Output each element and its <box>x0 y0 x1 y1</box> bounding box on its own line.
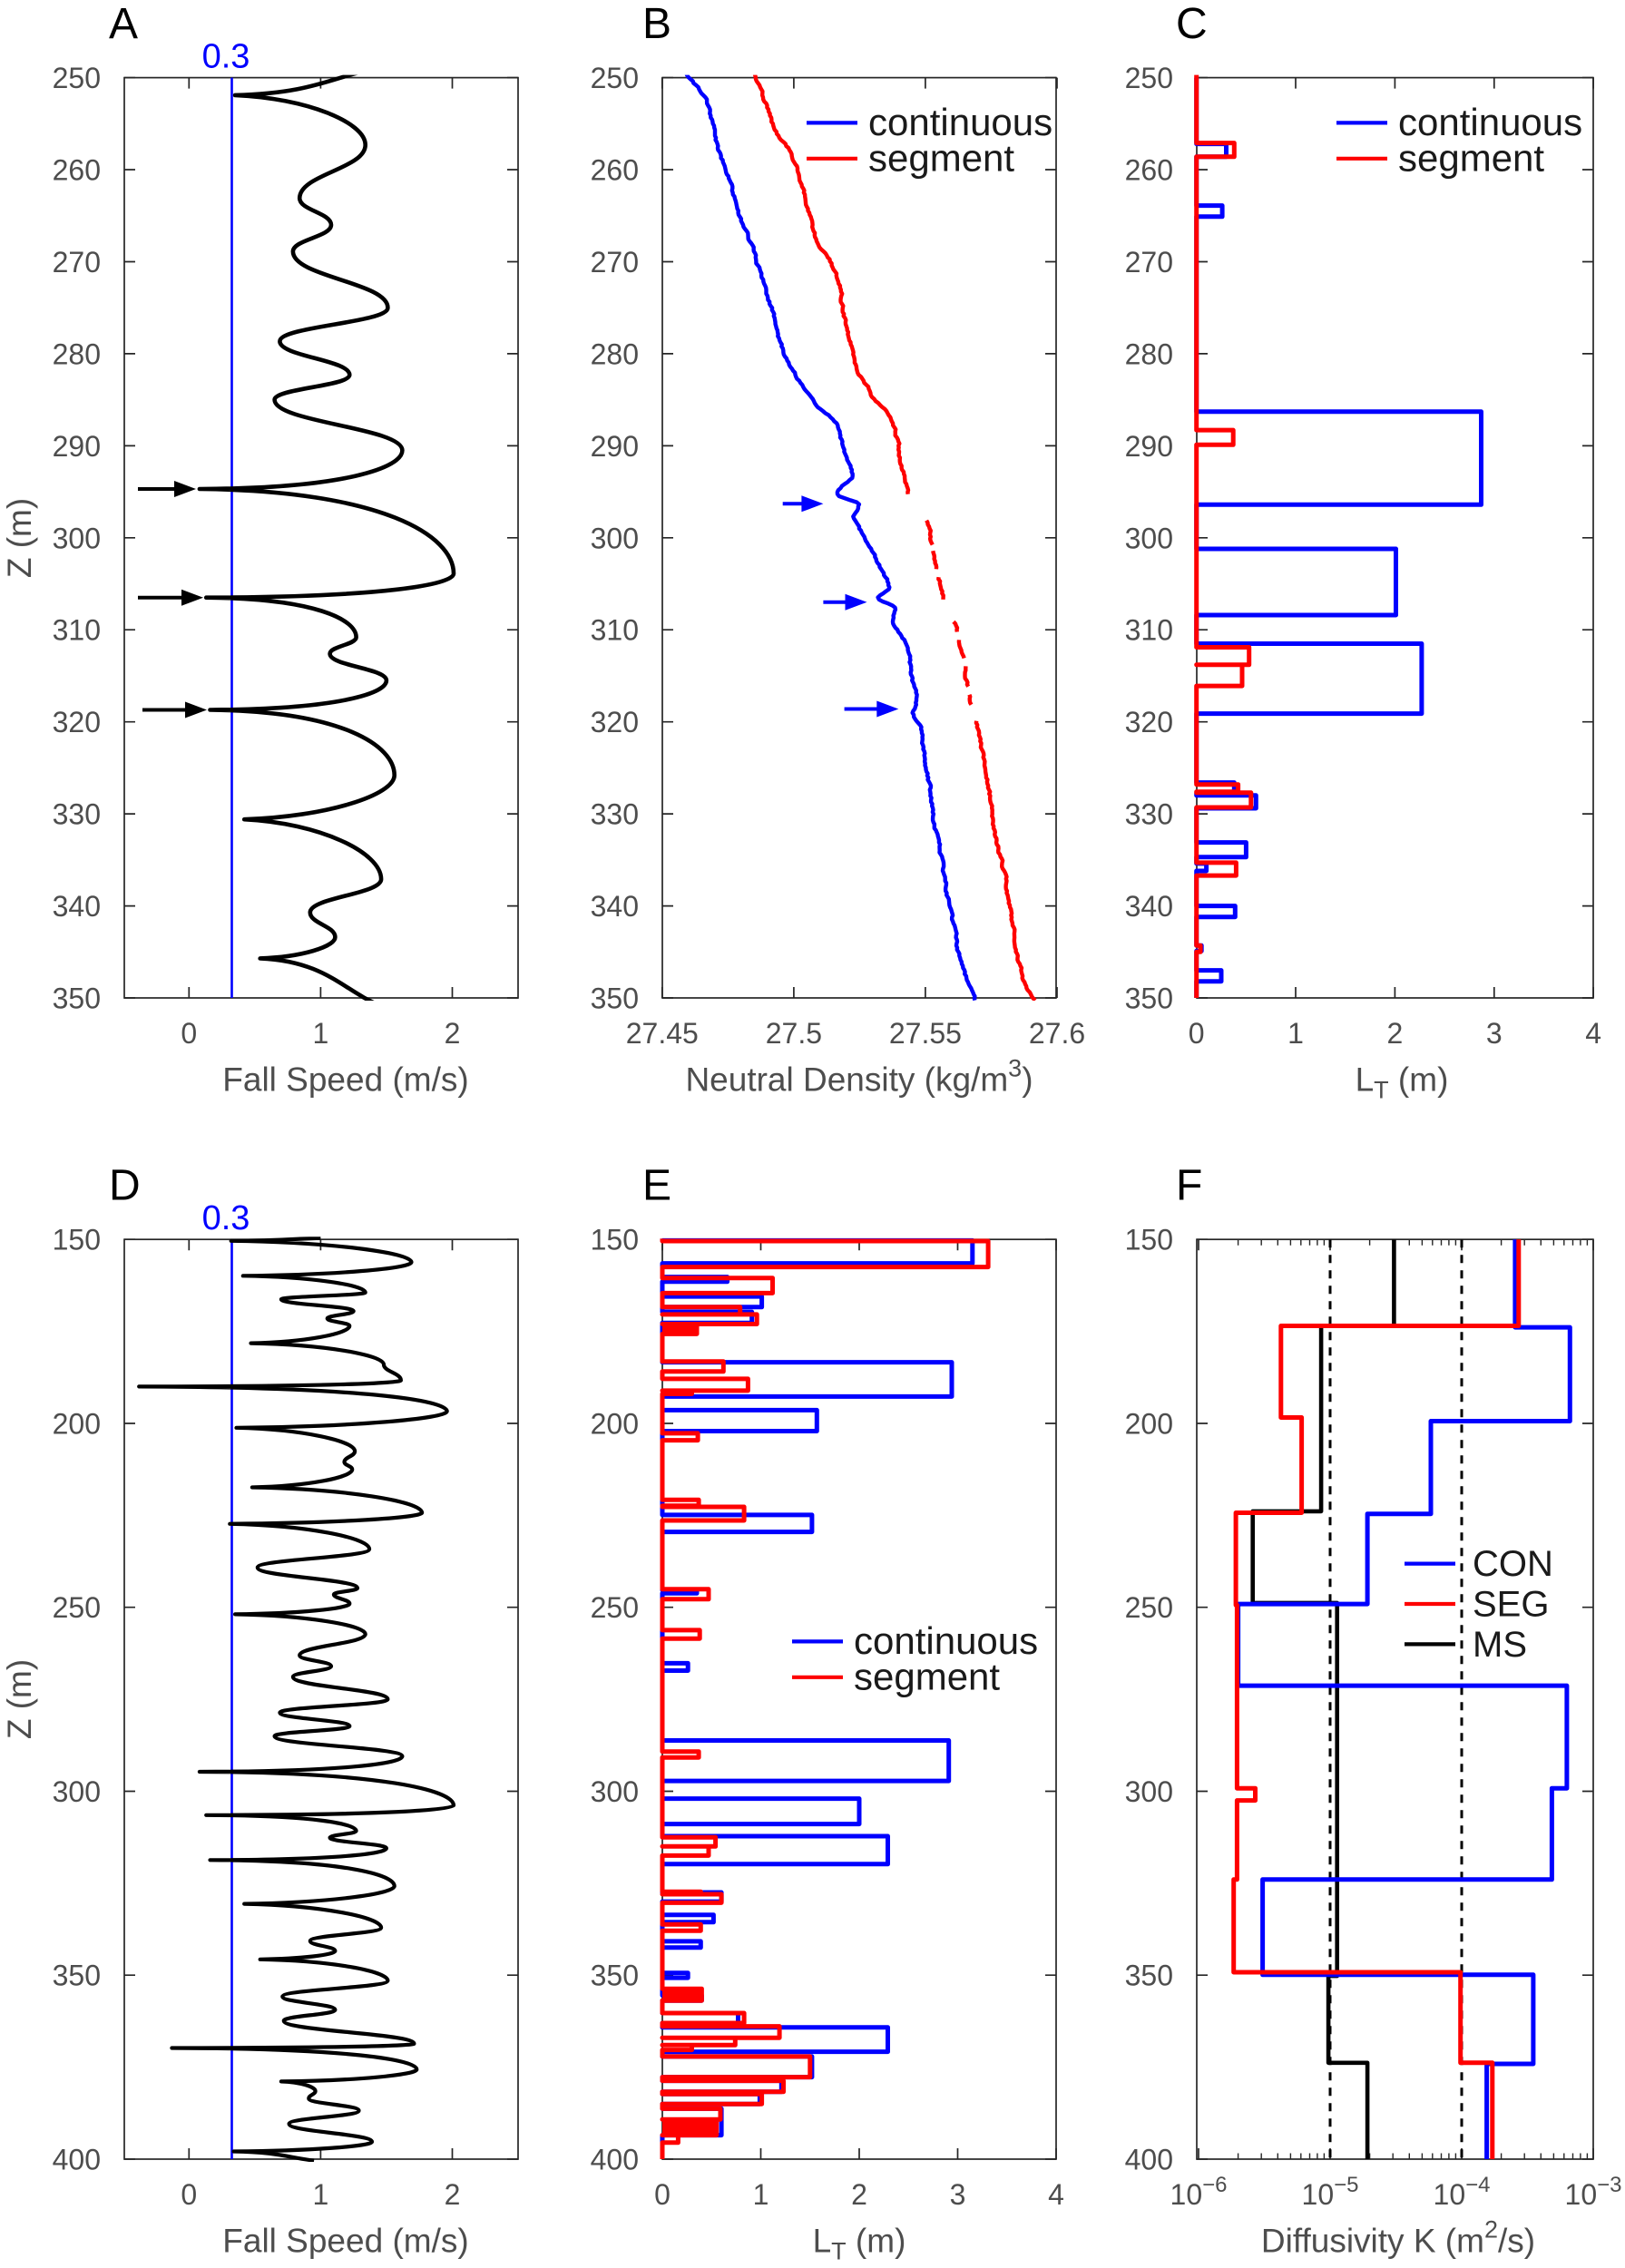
svg-text:340: 340 <box>1125 890 1173 923</box>
svg-text:320: 320 <box>591 706 639 738</box>
svg-text:SEG: SEG <box>1473 1585 1549 1625</box>
svg-text:0: 0 <box>654 2178 671 2211</box>
svg-text:3: 3 <box>950 2178 966 2211</box>
svg-text:continuous: continuous <box>868 101 1052 143</box>
svg-text:27.55: 27.55 <box>889 1017 962 1050</box>
svg-text:1: 1 <box>313 2178 329 2211</box>
svg-text:segment: segment <box>1398 136 1544 179</box>
svg-text:F: F <box>1176 1162 1202 1210</box>
svg-text:A: A <box>109 0 138 48</box>
svg-text:310: 310 <box>1125 614 1173 647</box>
svg-text:330: 330 <box>53 798 101 831</box>
svg-text:3: 3 <box>1486 1017 1503 1050</box>
svg-text:300: 300 <box>591 1775 639 1808</box>
svg-text:400: 400 <box>591 2144 639 2176</box>
svg-text:150: 150 <box>53 1224 101 1256</box>
svg-text:1: 1 <box>753 2178 769 2211</box>
svg-text:4: 4 <box>1585 1017 1601 1050</box>
svg-text:250: 250 <box>53 1591 101 1624</box>
svg-text:300: 300 <box>1125 522 1173 554</box>
svg-text:250: 250 <box>53 62 101 94</box>
svg-text:27.45: 27.45 <box>626 1017 699 1050</box>
svg-text:150: 150 <box>591 1224 639 1256</box>
svg-text:CON: CON <box>1473 1544 1553 1584</box>
svg-text:340: 340 <box>53 890 101 923</box>
svg-text:segment: segment <box>868 136 1014 179</box>
svg-text:290: 290 <box>53 430 101 463</box>
svg-text:400: 400 <box>53 2144 101 2176</box>
svg-text:300: 300 <box>53 522 101 554</box>
svg-text:310: 310 <box>591 614 639 647</box>
svg-text:Z (m): Z (m) <box>1 1659 38 1739</box>
svg-text:260: 260 <box>1125 154 1173 187</box>
svg-text:LT (m): LT (m) <box>813 2223 906 2265</box>
svg-text:C: C <box>1176 0 1208 48</box>
svg-text:0: 0 <box>181 2178 197 2211</box>
svg-text:250: 250 <box>1125 62 1173 94</box>
svg-text:290: 290 <box>591 430 639 463</box>
svg-text:300: 300 <box>53 1775 101 1808</box>
svg-text:200: 200 <box>1125 1408 1173 1441</box>
svg-text:350: 350 <box>53 1960 101 1992</box>
svg-text:200: 200 <box>53 1408 101 1441</box>
svg-text:E: E <box>642 1162 671 1210</box>
svg-text:continuous: continuous <box>854 1619 1038 1662</box>
svg-text:27.5: 27.5 <box>766 1017 822 1050</box>
svg-text:350: 350 <box>591 982 639 1015</box>
svg-text:320: 320 <box>1125 706 1173 738</box>
svg-text:D: D <box>109 1162 141 1210</box>
svg-text:330: 330 <box>1125 798 1173 831</box>
svg-text:segment: segment <box>854 1655 1000 1697</box>
svg-text:250: 250 <box>591 62 639 94</box>
svg-text:350: 350 <box>591 1960 639 1992</box>
svg-text:300: 300 <box>591 522 639 554</box>
svg-text:2: 2 <box>445 2178 461 2211</box>
svg-text:4: 4 <box>1048 2178 1064 2211</box>
svg-text:Neutral Density (kg/m3): Neutral Density (kg/m3) <box>685 1055 1033 1099</box>
svg-text:LT (m): LT (m) <box>1356 1061 1449 1104</box>
svg-text:27.6: 27.6 <box>1029 1017 1085 1050</box>
svg-text:2: 2 <box>445 1017 461 1050</box>
svg-text:200: 200 <box>591 1408 639 1441</box>
svg-text:Fall Speed (m/s): Fall Speed (m/s) <box>222 1061 468 1099</box>
svg-text:340: 340 <box>591 890 639 923</box>
svg-text:280: 280 <box>53 337 101 370</box>
svg-text:280: 280 <box>1125 337 1173 370</box>
svg-text:350: 350 <box>1125 1960 1173 1992</box>
svg-text:250: 250 <box>1125 1591 1173 1624</box>
svg-text:270: 270 <box>1125 246 1173 279</box>
svg-text:1: 1 <box>313 1017 329 1050</box>
svg-text:260: 260 <box>53 154 101 187</box>
svg-text:270: 270 <box>53 246 101 279</box>
svg-text:continuous: continuous <box>1398 101 1582 143</box>
svg-text:300: 300 <box>1125 1775 1173 1808</box>
svg-text:280: 280 <box>591 337 639 370</box>
svg-text:0: 0 <box>181 1017 197 1050</box>
svg-text:270: 270 <box>591 246 639 279</box>
svg-text:2: 2 <box>851 2178 867 2211</box>
svg-text:Fall Speed (m/s): Fall Speed (m/s) <box>222 2223 468 2260</box>
svg-text:150: 150 <box>1125 1224 1173 1256</box>
svg-text:350: 350 <box>1125 982 1173 1015</box>
svg-text:400: 400 <box>1125 2144 1173 2176</box>
svg-text:B: B <box>642 0 671 48</box>
svg-text:0.3: 0.3 <box>202 37 250 75</box>
svg-text:330: 330 <box>591 798 639 831</box>
svg-text:260: 260 <box>591 154 639 187</box>
svg-text:1: 1 <box>1287 1017 1304 1050</box>
svg-text:MS: MS <box>1473 1625 1527 1665</box>
svg-text:320: 320 <box>53 706 101 738</box>
svg-text:350: 350 <box>53 982 101 1015</box>
svg-text:290: 290 <box>1125 430 1173 463</box>
svg-text:2: 2 <box>1387 1017 1404 1050</box>
svg-text:0.3: 0.3 <box>202 1199 250 1237</box>
svg-text:10−6: 10−6 <box>1170 2173 1228 2211</box>
svg-text:0: 0 <box>1189 1017 1205 1050</box>
svg-text:310: 310 <box>53 614 101 647</box>
svg-text:Z (m): Z (m) <box>1 498 38 578</box>
svg-text:250: 250 <box>591 1591 639 1624</box>
